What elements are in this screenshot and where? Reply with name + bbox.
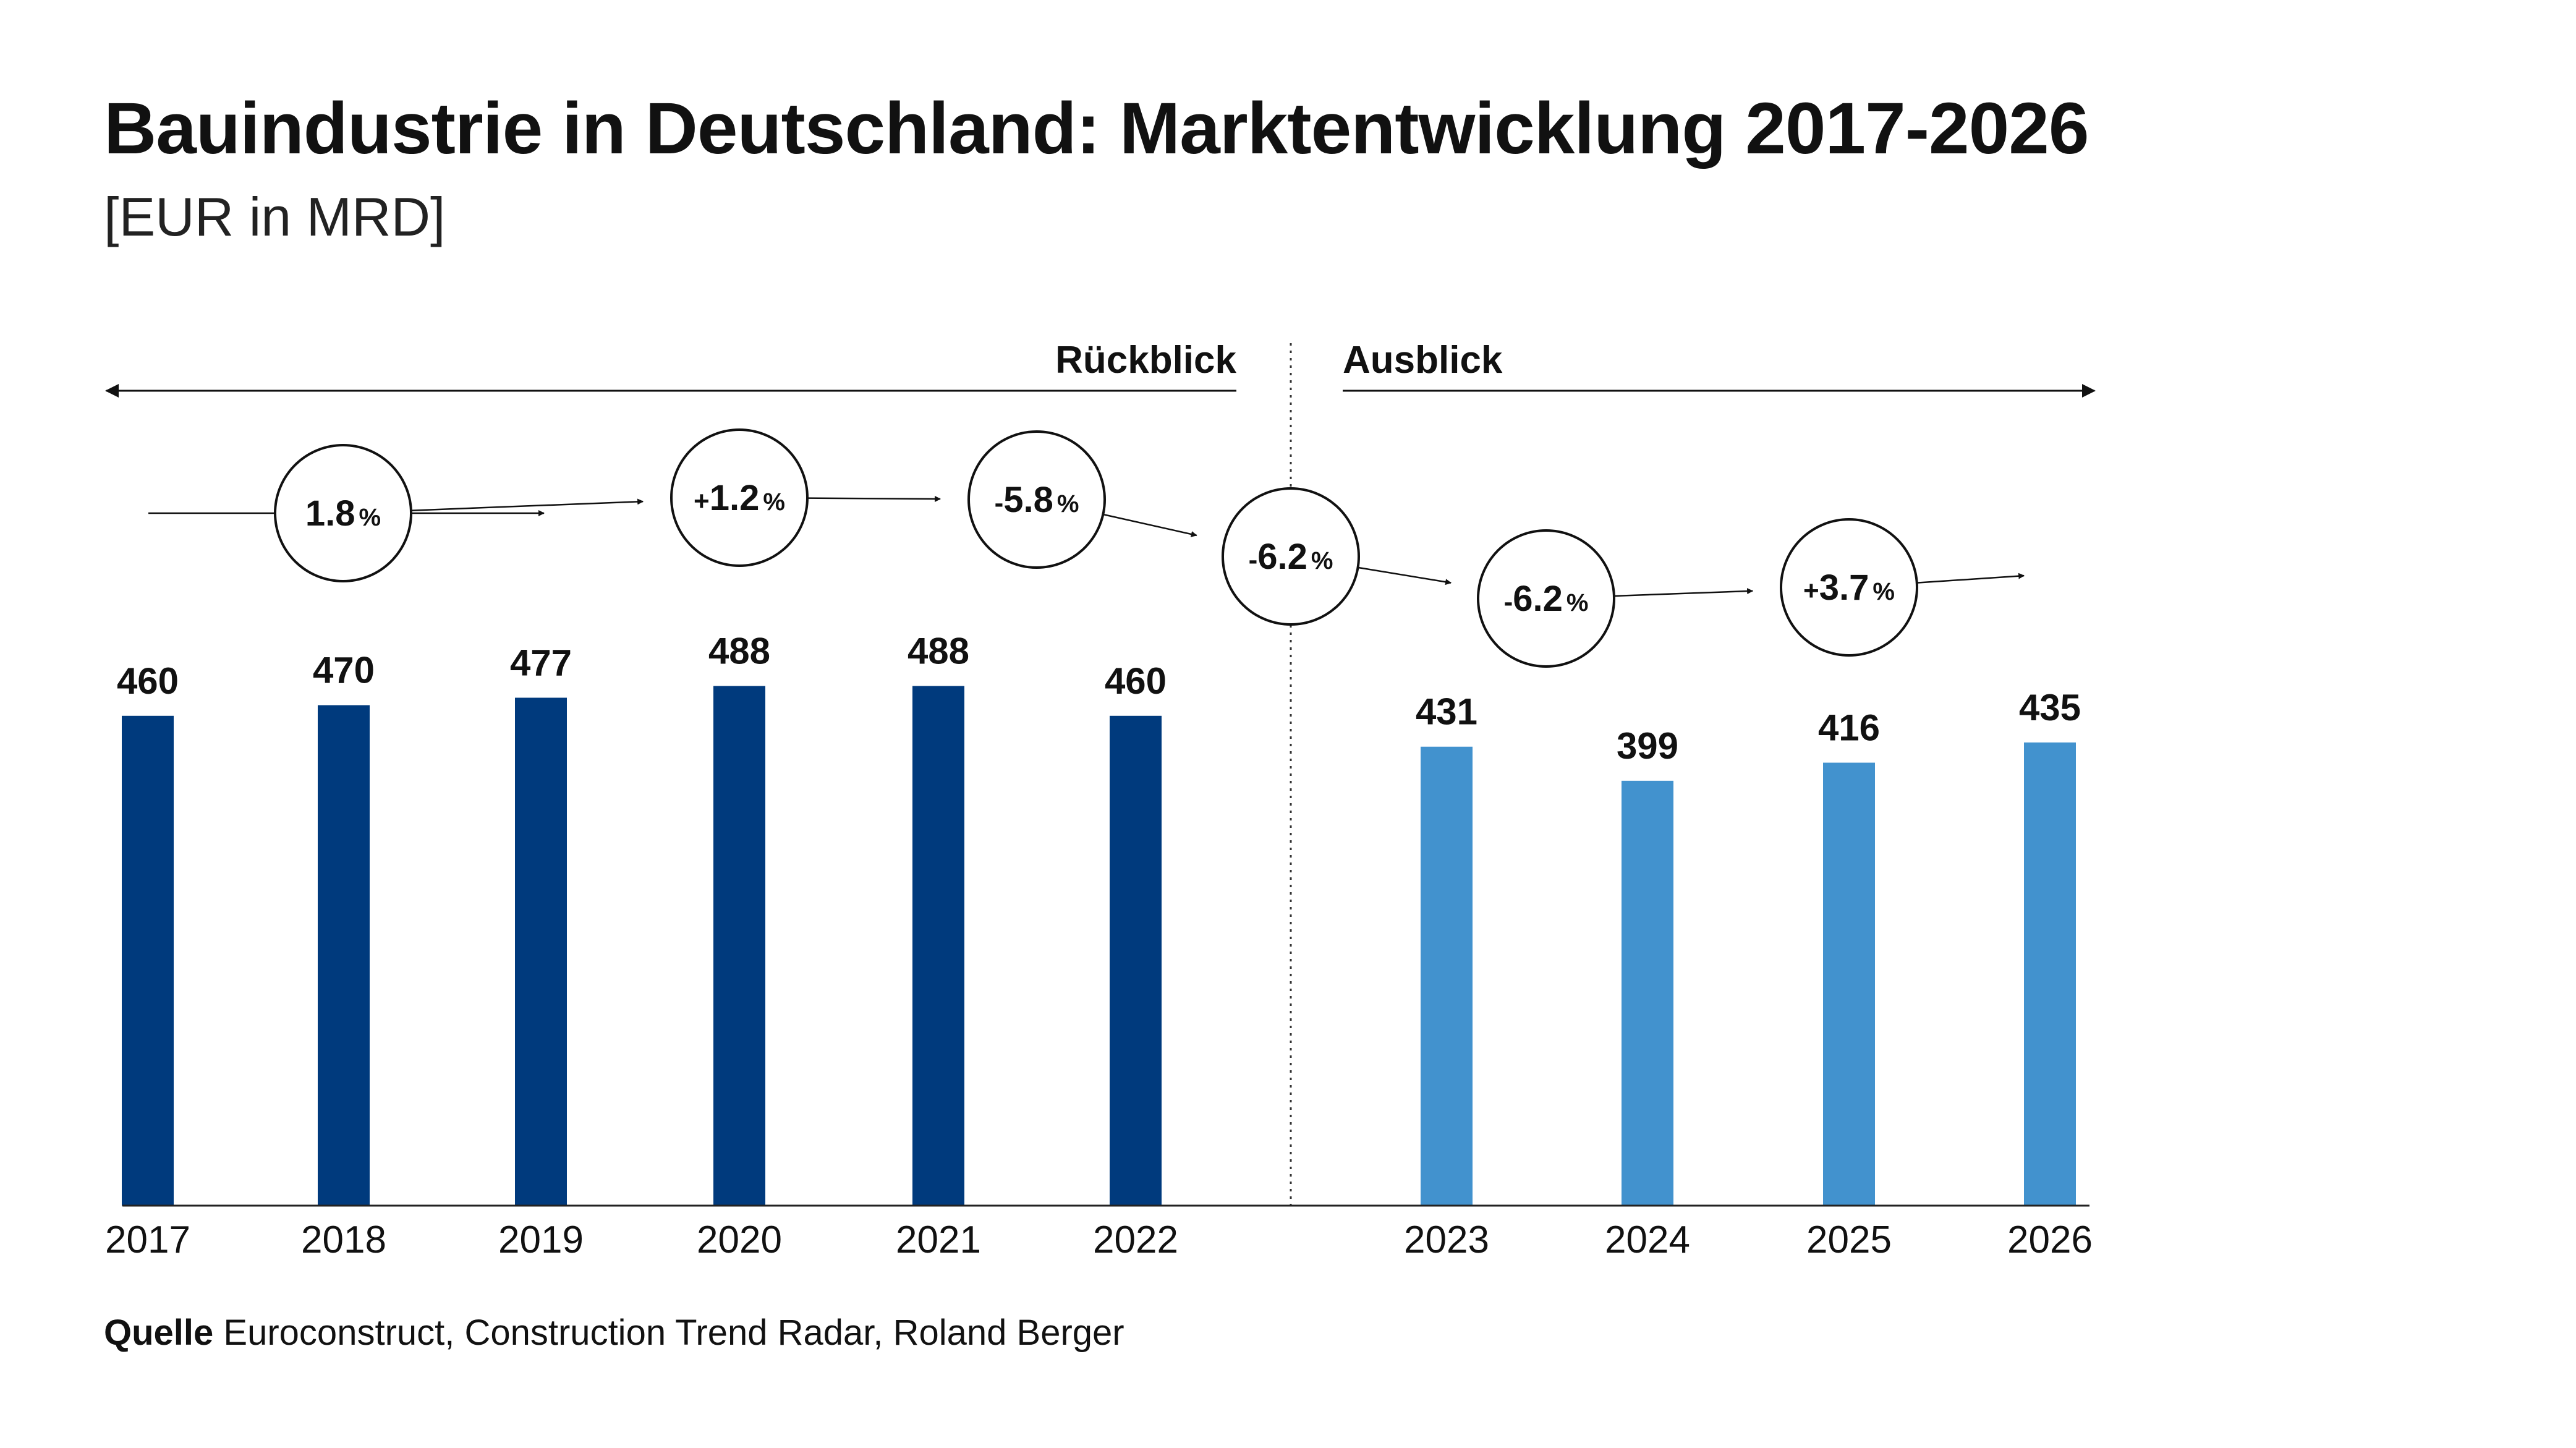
x-axis: 2017 2018 2019 2020 2021 2022 2023 2024 2025 2026 [105, 1204, 2093, 1261]
value-label-2023: 431 [1416, 691, 1477, 733]
value-label-2024: 399 [1617, 725, 1678, 767]
growth-unit: % [1057, 490, 1079, 517]
growth-circle [1477, 529, 1615, 668]
growth-circle [967, 430, 1106, 569]
growth-rate-2019-2021: +1.2% [670, 428, 809, 567]
bar-2026 [2024, 742, 2076, 1206]
source-text: Euroconstruct, Construction Trend Radar,… [223, 1313, 1124, 1353]
growth-unit: % [359, 504, 381, 531]
growth-circle [670, 428, 809, 567]
growth-unit: % [1311, 547, 1333, 574]
growth-rate-2021-2022: -5.8% [967, 430, 1106, 569]
value-label-2017: 460 [117, 660, 179, 702]
growth-label: +3.7% [1803, 568, 1895, 608]
growth-rate-2017-2019: 1.8% [274, 444, 412, 582]
growth-unit: % [1872, 578, 1895, 605]
growth-circle [1780, 518, 1918, 657]
growth-connector [807, 495, 942, 502]
bar-2025 [1823, 762, 1875, 1206]
bar-2024 [1622, 780, 1673, 1206]
value-label-2019: 477 [510, 642, 572, 684]
growth-label: +1.2% [694, 478, 785, 518]
bars: 460 470 477 488 488 460 431 399 416 435 [117, 631, 2081, 1206]
growth-sign: + [1803, 576, 1819, 606]
growth-connector [410, 498, 644, 511]
growth-connector [1916, 573, 2025, 584]
bar-2018 [318, 705, 370, 1206]
growth-label: 1.8% [305, 493, 381, 534]
period-arrows: Rückblick Ausblick [105, 339, 2096, 1206]
value-label-2021: 488 [908, 631, 969, 672]
growth-circle [1222, 487, 1360, 626]
growth-number: 5.8 [1003, 480, 1053, 520]
growth-sign: - [1249, 545, 1258, 575]
growth-number: 3.7 [1819, 568, 1869, 608]
period-label-past: Rückblick [1055, 339, 1236, 381]
growth-connector [1358, 566, 1452, 586]
value-label-2018: 470 [313, 650, 375, 691]
x-tick-label-2017: 2017 [105, 1219, 190, 1261]
growth-rate-2022-2023: -6.2% [1222, 487, 1360, 626]
x-tick-label-2023: 2023 [1404, 1219, 1489, 1261]
growth-rate-2024-2026: +3.7% [1780, 518, 1918, 657]
bar-2020 [713, 686, 765, 1206]
bar-2017 [122, 715, 174, 1206]
growth-label: -5.8% [995, 480, 1079, 520]
value-label-2020: 488 [708, 631, 770, 672]
x-tick-label-2021: 2021 [896, 1219, 981, 1261]
growth-number: 1.2 [710, 478, 760, 518]
x-tick-label-2024: 2024 [1605, 1219, 1690, 1261]
growth-number: 6.2 [1257, 537, 1307, 577]
growth-rate-annotations: 1.8 %+1.2% -5.8 %-6.2 %-6.2% +3.7% [148, 428, 2025, 668]
x-tick-label-2020: 2020 [697, 1219, 782, 1261]
growth-connector [1613, 588, 1754, 597]
growth-sign: - [995, 488, 1004, 518]
chart-subtitle: [EUR in MRD] [104, 186, 446, 247]
x-tick-label-2019: 2019 [498, 1219, 584, 1261]
x-tick-label-2022: 2022 [1093, 1219, 1178, 1261]
value-label-2026: 435 [2019, 687, 2081, 728]
growth-sign: + [694, 486, 710, 516]
source-note: Quelle Euroconstruct, Construction Trend… [104, 1312, 1124, 1353]
x-tick-label-2025: 2025 [1806, 1219, 1892, 1261]
source-label: Quelle [104, 1313, 214, 1353]
growth-unit: % [763, 488, 785, 516]
growth-unit: % [1566, 589, 1589, 616]
growth-rate-2023-2024: -6.2% [1477, 529, 1615, 668]
bar-2023 [1421, 746, 1473, 1206]
growth-sign: - [1504, 587, 1513, 617]
bar-2022 [1110, 715, 1162, 1206]
growth-label: -6.2% [1249, 537, 1333, 577]
period-label-forecast: Ausblick [1343, 339, 1503, 381]
growth-circle [274, 444, 412, 582]
growth-label: -6.2% [1504, 579, 1589, 619]
x-tick-label-2026: 2026 [2007, 1219, 2093, 1261]
value-label-2025: 416 [1818, 707, 1880, 749]
chart-title: Bauindustrie in Deutschland: Marktentwic… [104, 88, 2089, 169]
growth-number: 1.8 [305, 493, 355, 534]
bar-2019 [515, 697, 567, 1206]
x-tick-label-2018: 2018 [301, 1219, 386, 1261]
growth-number: 6.2 [1513, 579, 1563, 619]
bar-2021 [912, 686, 964, 1206]
growth-connector [1103, 513, 1197, 537]
value-label-2022: 460 [1105, 660, 1167, 702]
